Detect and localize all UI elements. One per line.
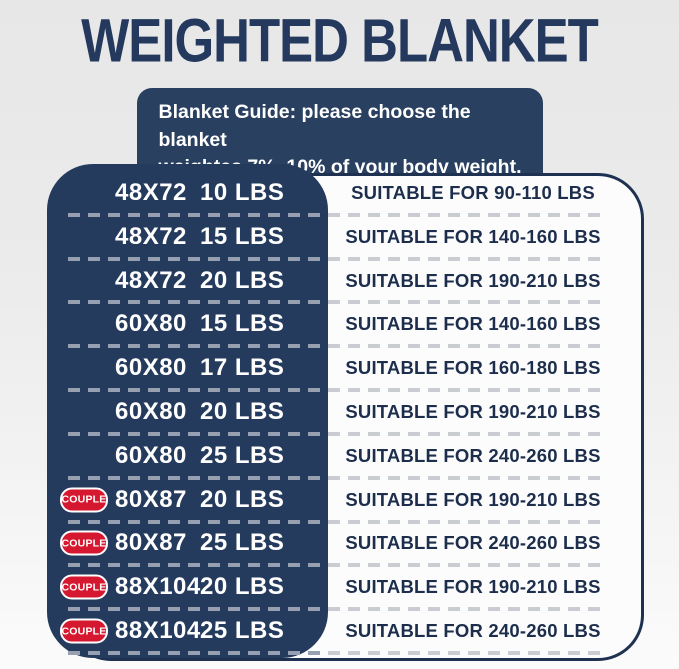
row-divider xyxy=(68,519,605,524)
couple-badge: COUPLE xyxy=(60,530,108,556)
size-value: 80X87 xyxy=(115,485,187,513)
table-row: COUPLE 88X104 25 LBS SUITABLE FOR 240-26… xyxy=(47,609,644,655)
suitable-cell: SUITABLE FOR 140-160 LBS xyxy=(345,313,601,335)
size-value: 60X80 xyxy=(115,310,187,338)
spec-cell: 48X72 15 LBS xyxy=(47,215,328,259)
table-row: 60X80 20 LBS SUITABLE FOR 190-210 LBS xyxy=(47,390,644,436)
weight-value: 15 LBS xyxy=(200,310,285,338)
table-row: 60X80 15 LBS SUITABLE FOR 140-160 LBS xyxy=(47,302,644,349)
spec-cell: COUPLE 80X87 25 LBS xyxy=(47,522,328,566)
spec-cell: COUPLE 88X104 25 LBS xyxy=(47,609,328,653)
suitable-cell: SUITABLE FOR 190-210 LBS xyxy=(345,576,601,598)
suitable-cell: SUITABLE FOR 240-260 LBS xyxy=(345,620,601,642)
spec-cell: 60X80 17 LBS xyxy=(47,346,328,390)
suitable-cell: SUITABLE FOR 240-260 LBS xyxy=(345,532,601,554)
row-divider xyxy=(68,563,605,568)
size-value: 48X72 xyxy=(115,266,187,294)
spec-cell: 60X80 20 LBS xyxy=(47,390,328,434)
spec-cell: 48X72 10 LBS xyxy=(47,171,328,215)
row-divider xyxy=(68,212,605,217)
page-title: WEIGHTED BLANKET xyxy=(81,6,599,75)
weight-value: 20 LBS xyxy=(200,485,285,513)
table-row: COUPLE 80X87 20 LBS SUITABLE FOR 190-210… xyxy=(47,478,644,524)
banner-line-1: Blanket Guide: please choose the blanket xyxy=(158,101,471,151)
couple-badge: COUPLE xyxy=(60,487,108,513)
weight-value: 20 LBS xyxy=(200,266,285,294)
spec-cell: 48X72 20 LBS xyxy=(47,259,328,303)
size-value: 60X80 xyxy=(115,397,187,425)
suitable-cell: SUITABLE FOR 90-110 LBS xyxy=(351,181,595,203)
weight-value: 20 LBS xyxy=(200,573,285,601)
table-row: 60X80 25 LBS SUITABLE FOR 240-260 LBS xyxy=(47,434,644,480)
spec-cell: 60X80 25 LBS xyxy=(47,434,328,478)
size-value: 48X72 xyxy=(115,178,187,206)
suitable-cell: SUITABLE FOR 140-160 LBS xyxy=(345,225,601,247)
weight-value: 25 LBS xyxy=(200,441,285,469)
spec-cell: 60X80 15 LBS xyxy=(47,302,328,346)
table-row: COUPLE 80X87 25 LBS SUITABLE FOR 240-260… xyxy=(47,522,644,568)
suitable-cell: SUITABLE FOR 160-180 LBS xyxy=(345,357,601,379)
suitable-cell: SUITABLE FOR 240-260 LBS xyxy=(345,444,601,466)
spec-cell: COUPLE 88X104 20 LBS xyxy=(47,565,328,609)
table-row: 48X72 10 LBS SUITABLE FOR 90-110 LBS xyxy=(47,171,644,217)
weight-value: 25 LBS xyxy=(200,617,285,645)
row-divider xyxy=(68,256,605,261)
suitable-cell: SUITABLE FOR 190-210 LBS xyxy=(345,488,601,510)
row-divider xyxy=(68,388,605,393)
weight-value: 20 LBS xyxy=(200,397,285,425)
row-divider xyxy=(68,300,605,305)
weight-value: 25 LBS xyxy=(200,529,285,557)
size-value: 88X104 xyxy=(115,573,201,601)
spec-cell: COUPLE 80X87 20 LBS xyxy=(47,478,328,522)
table-row: 60X80 17 LBS SUITABLE FOR 160-180 LBS xyxy=(47,346,644,393)
row-divider xyxy=(68,607,605,612)
table-rows: 48X72 10 LBS SUITABLE FOR 90-110 LBS 48X… xyxy=(47,171,644,655)
couple-badge: COUPLE xyxy=(60,618,108,644)
size-value: 48X72 xyxy=(115,222,187,250)
row-divider xyxy=(68,475,605,480)
size-value: 60X80 xyxy=(115,354,187,382)
size-value: 60X80 xyxy=(115,441,187,469)
table-row: COUPLE 88X104 20 LBS SUITABLE FOR 190-21… xyxy=(47,565,644,612)
weight-value: 15 LBS xyxy=(200,222,285,250)
row-divider xyxy=(68,650,605,655)
size-guide-table: 48X72 10 LBS SUITABLE FOR 90-110 LBS 48X… xyxy=(47,164,644,661)
size-value: 88X104 xyxy=(115,617,201,645)
suitable-cell: SUITABLE FOR 190-210 LBS xyxy=(345,269,601,291)
table-row: 48X72 20 LBS SUITABLE FOR 190-210 LBS xyxy=(47,259,644,305)
size-value: 80X87 xyxy=(115,529,187,557)
table-row: 48X72 15 LBS SUITABLE FOR 140-160 LBS xyxy=(47,215,644,261)
weight-value: 17 LBS xyxy=(200,354,285,382)
couple-badge: COUPLE xyxy=(60,574,108,600)
row-divider xyxy=(68,344,605,349)
suitable-cell: SUITABLE FOR 190-210 LBS xyxy=(345,400,601,422)
row-divider xyxy=(68,431,605,436)
weight-value: 10 LBS xyxy=(200,178,285,206)
